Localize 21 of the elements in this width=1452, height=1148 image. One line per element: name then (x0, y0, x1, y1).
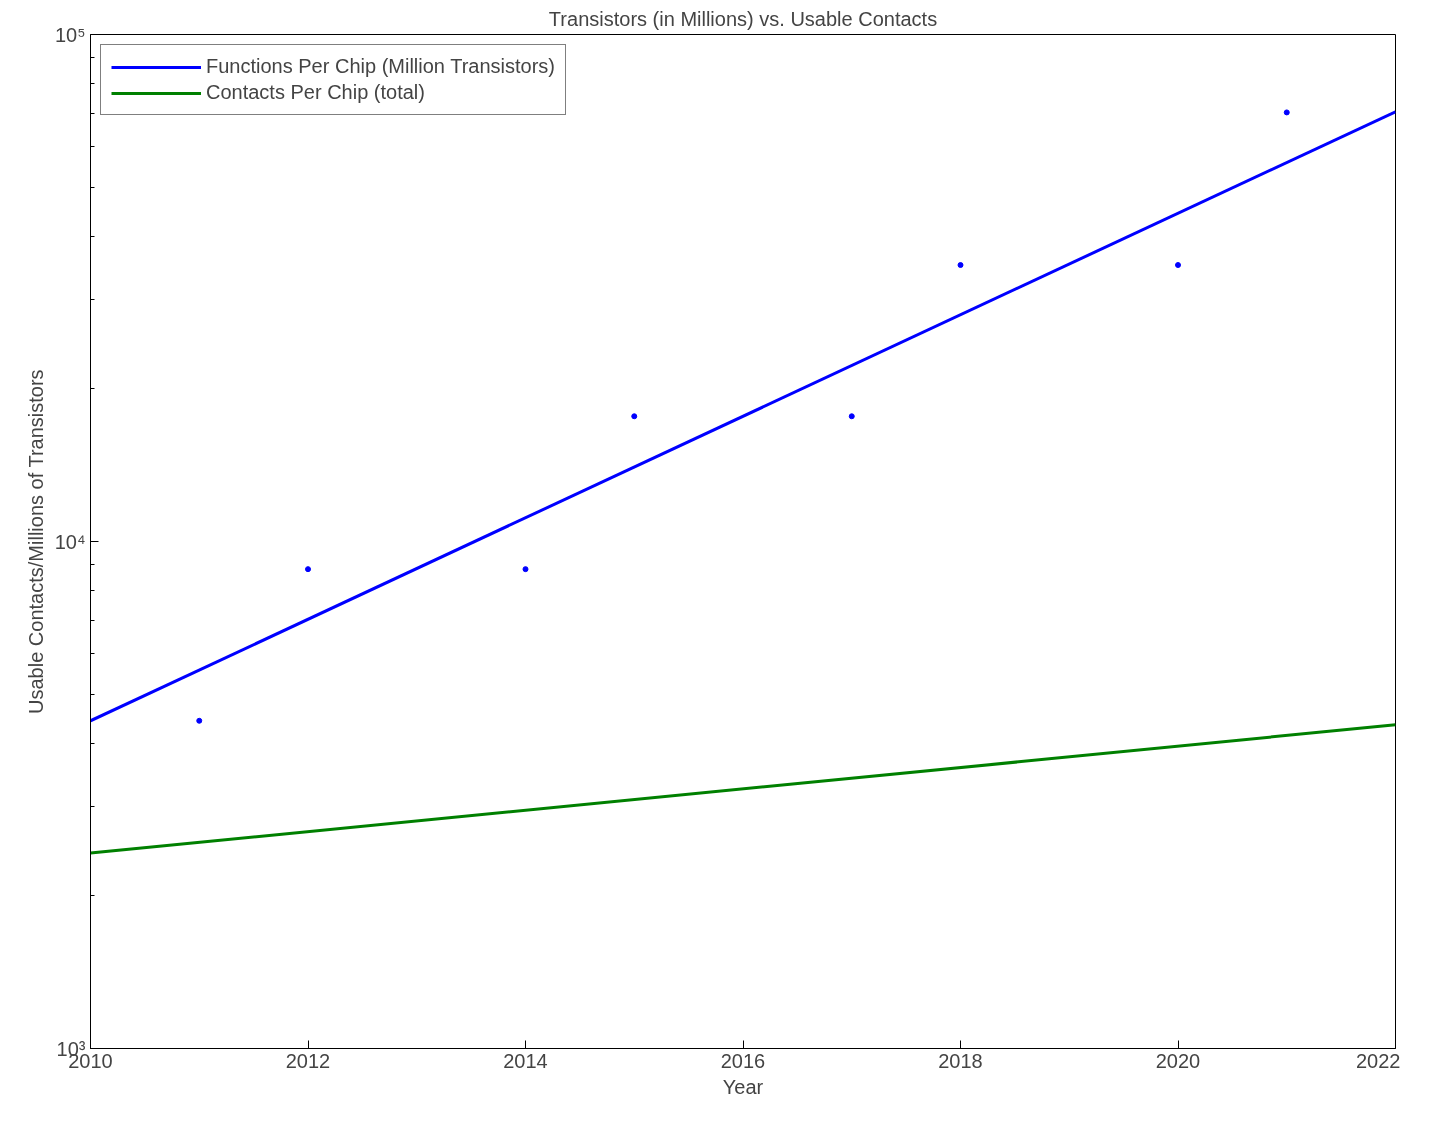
point (1283, 109, 1290, 116)
y-axis-title: Usable Contacts/Millions of Transistors (24, 369, 47, 714)
point (522, 566, 529, 573)
point (196, 717, 203, 724)
y-tick-label: 10⁴ (54, 530, 86, 553)
point (1175, 262, 1181, 269)
x-tick-label: 2012 (285, 1049, 331, 1072)
point (957, 262, 964, 269)
x-tick-label: 2020 (1155, 1049, 1201, 1072)
chart-title: Transistors (in Millions) vs. Usable Contacts (548, 7, 938, 30)
x-tick-label: 2014 (503, 1049, 548, 1072)
x-tick-label: 2022 (1356, 1049, 1401, 1072)
point (848, 413, 855, 420)
legend-label: Contacts Per Chip (total) (206, 81, 425, 104)
x-axis-title: Year (722, 1075, 764, 1098)
point (305, 566, 311, 573)
legend-label: Functions Per Chip (Million Transistors) (206, 55, 555, 78)
x-tick-label: 2016 (720, 1049, 766, 1072)
x-tick-label: 2018 (938, 1049, 983, 1072)
point (631, 413, 638, 420)
y-tick-label: 10⁵ (54, 23, 86, 46)
